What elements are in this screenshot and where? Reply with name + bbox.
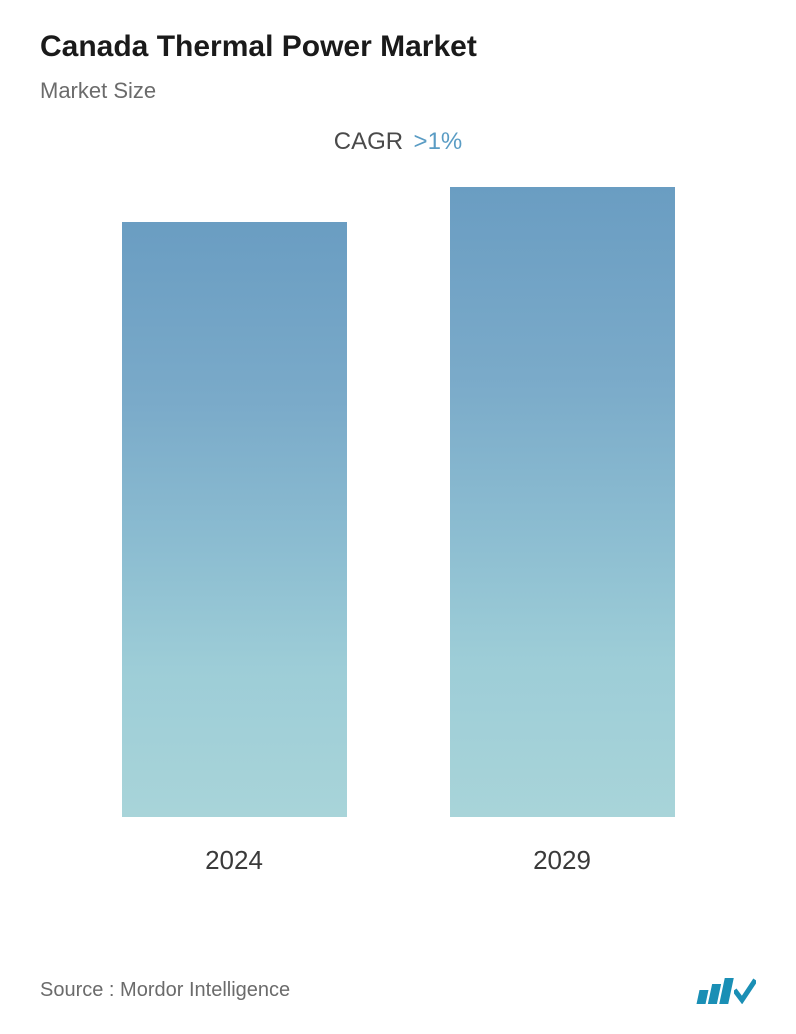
chart-title: Canada Thermal Power Market xyxy=(40,30,756,64)
source-text: Source : Mordor Intelligence xyxy=(40,979,290,1002)
bar-1 xyxy=(450,187,675,817)
source-label: Source : xyxy=(40,979,114,1001)
bar-group-0: 2024 xyxy=(114,222,354,876)
source-name: Mordor Intelligence xyxy=(120,979,290,1001)
cagr-label: CAGR xyxy=(334,128,403,155)
bar-chart: 2024 2029 xyxy=(40,176,756,876)
logo-bars-icon xyxy=(698,976,756,1004)
footer: Source : Mordor Intelligence xyxy=(40,976,756,1004)
cagr-row: CAGR >1% xyxy=(40,128,756,156)
chart-container: Canada Thermal Power Market Market Size … xyxy=(0,0,796,1034)
chart-subtitle: Market Size xyxy=(40,78,756,104)
logo-check-icon xyxy=(734,978,756,1004)
bar-group-1: 2029 xyxy=(442,187,682,876)
bar-label-0: 2024 xyxy=(205,845,263,876)
bar-0 xyxy=(122,222,347,817)
bar-label-1: 2029 xyxy=(533,845,591,876)
cagr-value: >1% xyxy=(414,128,463,155)
brand-logo xyxy=(698,976,756,1004)
